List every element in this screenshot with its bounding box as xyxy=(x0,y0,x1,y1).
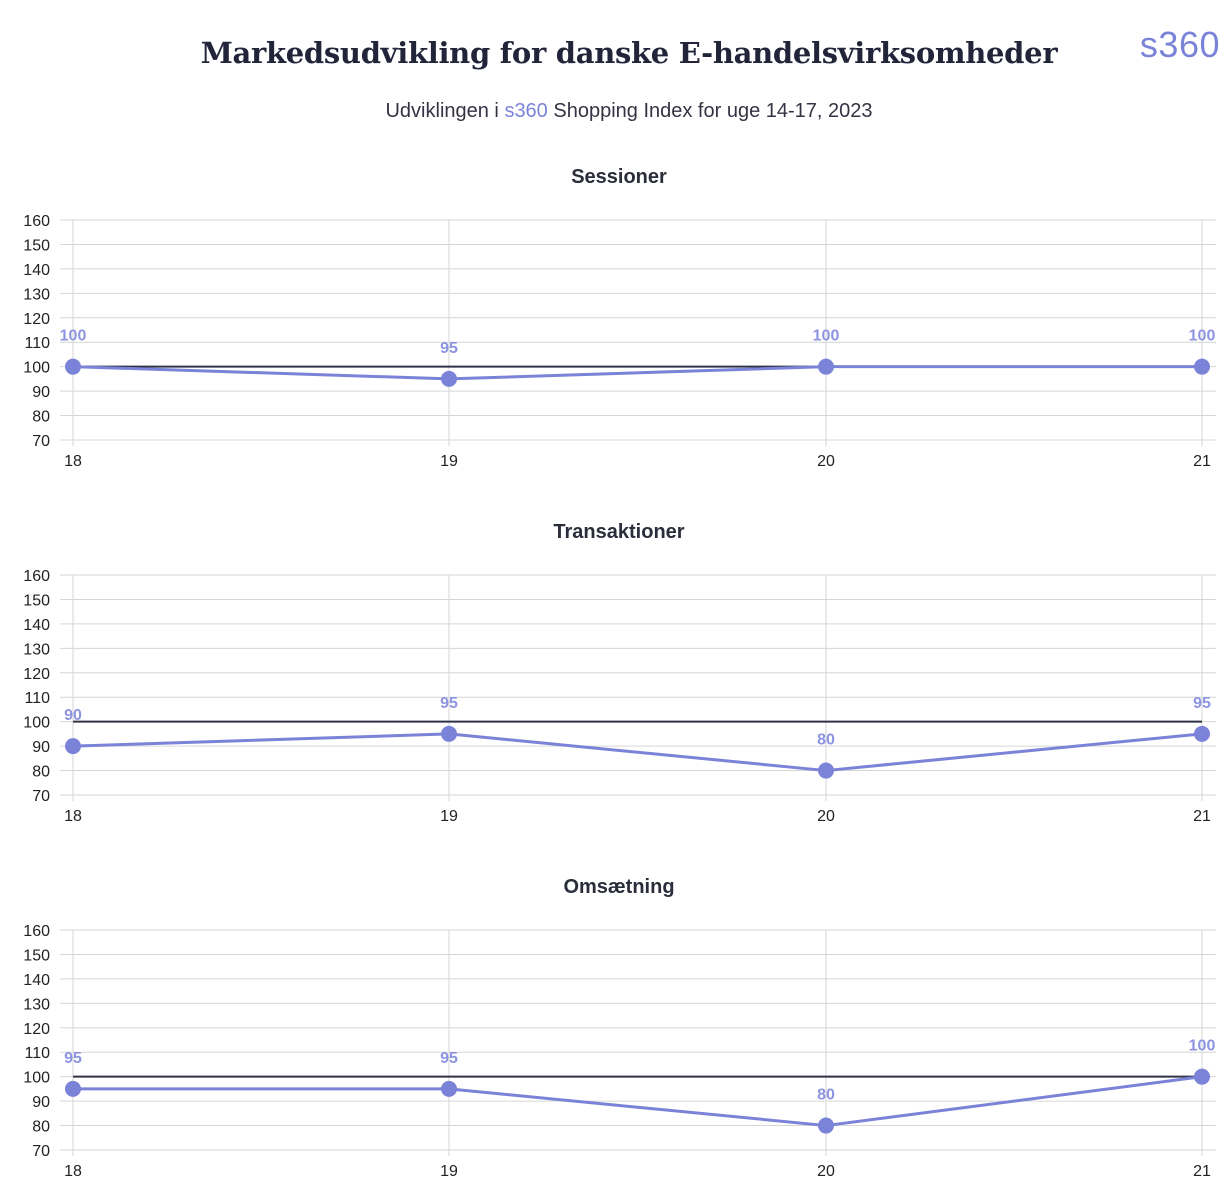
data-label: 80 xyxy=(817,732,835,749)
x-tick-label: 19 xyxy=(440,808,458,825)
y-tick-label: 150 xyxy=(23,592,50,609)
subtitle-suffix: Shopping Index for uge 14-17, 2023 xyxy=(547,100,873,122)
series-line xyxy=(73,1075,1203,1128)
y-tick-label: 90 xyxy=(32,384,50,401)
y-tick-label: 120 xyxy=(23,311,50,328)
y-tick-label: 130 xyxy=(23,641,50,658)
data-point xyxy=(65,1080,81,1097)
chart-title-2: Omsætning xyxy=(563,876,674,898)
x-tick-label: 20 xyxy=(817,1163,835,1180)
data-label: 95 xyxy=(1193,695,1211,712)
y-tick-label: 120 xyxy=(23,666,50,683)
data-label: 95 xyxy=(440,1050,458,1067)
series-line xyxy=(72,732,1203,773)
data-point xyxy=(818,358,834,375)
y-tick-label: 140 xyxy=(23,617,50,634)
y-tick-label: 110 xyxy=(24,335,50,352)
data-label: 90 xyxy=(64,707,82,724)
series-line xyxy=(72,365,1202,381)
data-label: 100 xyxy=(1189,328,1216,345)
subtitle-prefix: Udviklingen i xyxy=(385,100,505,122)
y-tick-label: 120 xyxy=(23,1021,50,1038)
y-tick-label: 80 xyxy=(32,1119,50,1136)
data-point xyxy=(818,762,834,779)
x-tick-label: 18 xyxy=(64,1163,82,1180)
y-tick-label: 160 xyxy=(23,213,50,230)
page-title: Markedsudvikling for danske E-handelsvir… xyxy=(200,36,1058,70)
y-tick-label: 140 xyxy=(23,262,50,279)
y-tick-label: 70 xyxy=(32,788,50,805)
y-tick-label: 80 xyxy=(32,409,50,426)
data-point xyxy=(441,1080,457,1097)
y-tick-label: 90 xyxy=(32,1094,50,1111)
chart-title-1: Transaktioner xyxy=(553,521,684,543)
y-tick-label: 160 xyxy=(23,923,50,940)
x-tick-label: 19 xyxy=(440,1163,458,1180)
x-tick-label: 21 xyxy=(1193,453,1211,470)
data-label: 80 xyxy=(817,1087,835,1104)
data-label: 100 xyxy=(1189,1038,1216,1055)
data-label: 95 xyxy=(64,1050,82,1067)
x-tick-label: 21 xyxy=(1193,1163,1211,1180)
data-point xyxy=(1194,1068,1210,1085)
y-tick-label: 140 xyxy=(23,972,50,989)
data-point xyxy=(1194,725,1210,742)
y-tick-label: 130 xyxy=(23,996,50,1013)
data-point xyxy=(65,358,81,375)
y-tick-label: 130 xyxy=(23,286,50,303)
page-subtitle: Udviklingen i s360 Shopping Index for ug… xyxy=(0,100,1230,123)
data-point xyxy=(1194,358,1210,375)
data-point xyxy=(441,370,457,387)
y-tick-label: 70 xyxy=(32,1143,50,1160)
y-tick-label: 100 xyxy=(23,360,50,377)
y-tick-label: 100 xyxy=(23,715,50,732)
data-label: 100 xyxy=(60,328,87,345)
data-point xyxy=(441,725,457,742)
x-tick-label: 18 xyxy=(64,808,82,825)
x-tick-label: 21 xyxy=(1193,808,1211,825)
data-label: 95 xyxy=(440,340,458,357)
y-tick-label: 110 xyxy=(24,1045,50,1062)
data-label: 100 xyxy=(813,328,840,345)
data-point xyxy=(818,1117,834,1134)
x-tick-label: 18 xyxy=(64,453,82,470)
y-tick-label: 150 xyxy=(23,237,50,254)
y-tick-label: 90 xyxy=(32,739,50,756)
data-point xyxy=(65,738,81,755)
subtitle-brand: s360 xyxy=(504,100,548,122)
x-tick-label: 20 xyxy=(817,808,835,825)
y-tick-label: 160 xyxy=(23,568,50,585)
y-tick-label: 110 xyxy=(24,690,50,707)
y-tick-label: 100 xyxy=(23,1070,50,1087)
y-tick-label: 80 xyxy=(32,764,50,781)
data-label: 95 xyxy=(440,695,458,712)
s360-logo: s360 xyxy=(1139,24,1220,65)
y-tick-label: 70 xyxy=(32,433,50,450)
x-tick-label: 19 xyxy=(440,453,458,470)
x-tick-label: 20 xyxy=(817,453,835,470)
chart-title-0: Sessioner xyxy=(571,166,667,188)
y-tick-label: 150 xyxy=(23,947,50,964)
